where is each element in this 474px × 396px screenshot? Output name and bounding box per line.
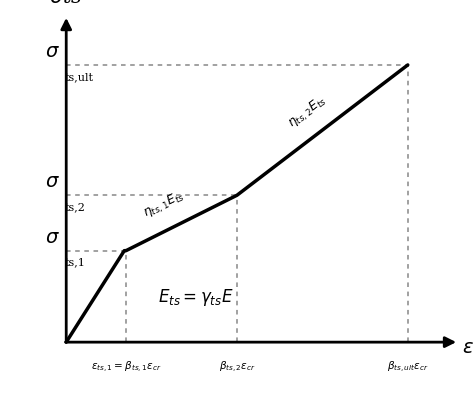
Text: $\sigma$: $\sigma$ bbox=[45, 43, 59, 61]
Text: $\eta_{ts,1}E_{ts}$: $\eta_{ts,1}E_{ts}$ bbox=[141, 188, 188, 222]
Text: $\eta_{ts,2}E_{ts}$: $\eta_{ts,2}E_{ts}$ bbox=[285, 93, 330, 132]
Text: $\sigma$: $\sigma$ bbox=[45, 173, 59, 191]
Text: $\beta_{ts,ult}\varepsilon_{cr}$: $\beta_{ts,ult}\varepsilon_{cr}$ bbox=[387, 360, 428, 375]
Text: $\varepsilon$ts: $\varepsilon$ts bbox=[463, 339, 474, 357]
Text: $\varepsilon_{ts,1}$$=$$\beta_{ts,1}\varepsilon_{cr}$: $\varepsilon_{ts,1}$$=$$\beta_{ts,1}\var… bbox=[91, 360, 161, 375]
Text: $\sigma$: $\sigma$ bbox=[45, 228, 59, 246]
Text: $E_{ts}$$=$$\gamma_{ts}E$: $E_{ts}$$=$$\gamma_{ts}E$ bbox=[158, 287, 234, 308]
Text: $\sigma$ts: $\sigma$ts bbox=[49, 0, 83, 7]
Text: ts,2: ts,2 bbox=[64, 202, 85, 212]
Text: ts,ult: ts,ult bbox=[64, 72, 93, 82]
Text: $\beta_{ts,2}\varepsilon_{cr}$: $\beta_{ts,2}\varepsilon_{cr}$ bbox=[219, 360, 255, 375]
Text: ts,1: ts,1 bbox=[64, 257, 85, 268]
